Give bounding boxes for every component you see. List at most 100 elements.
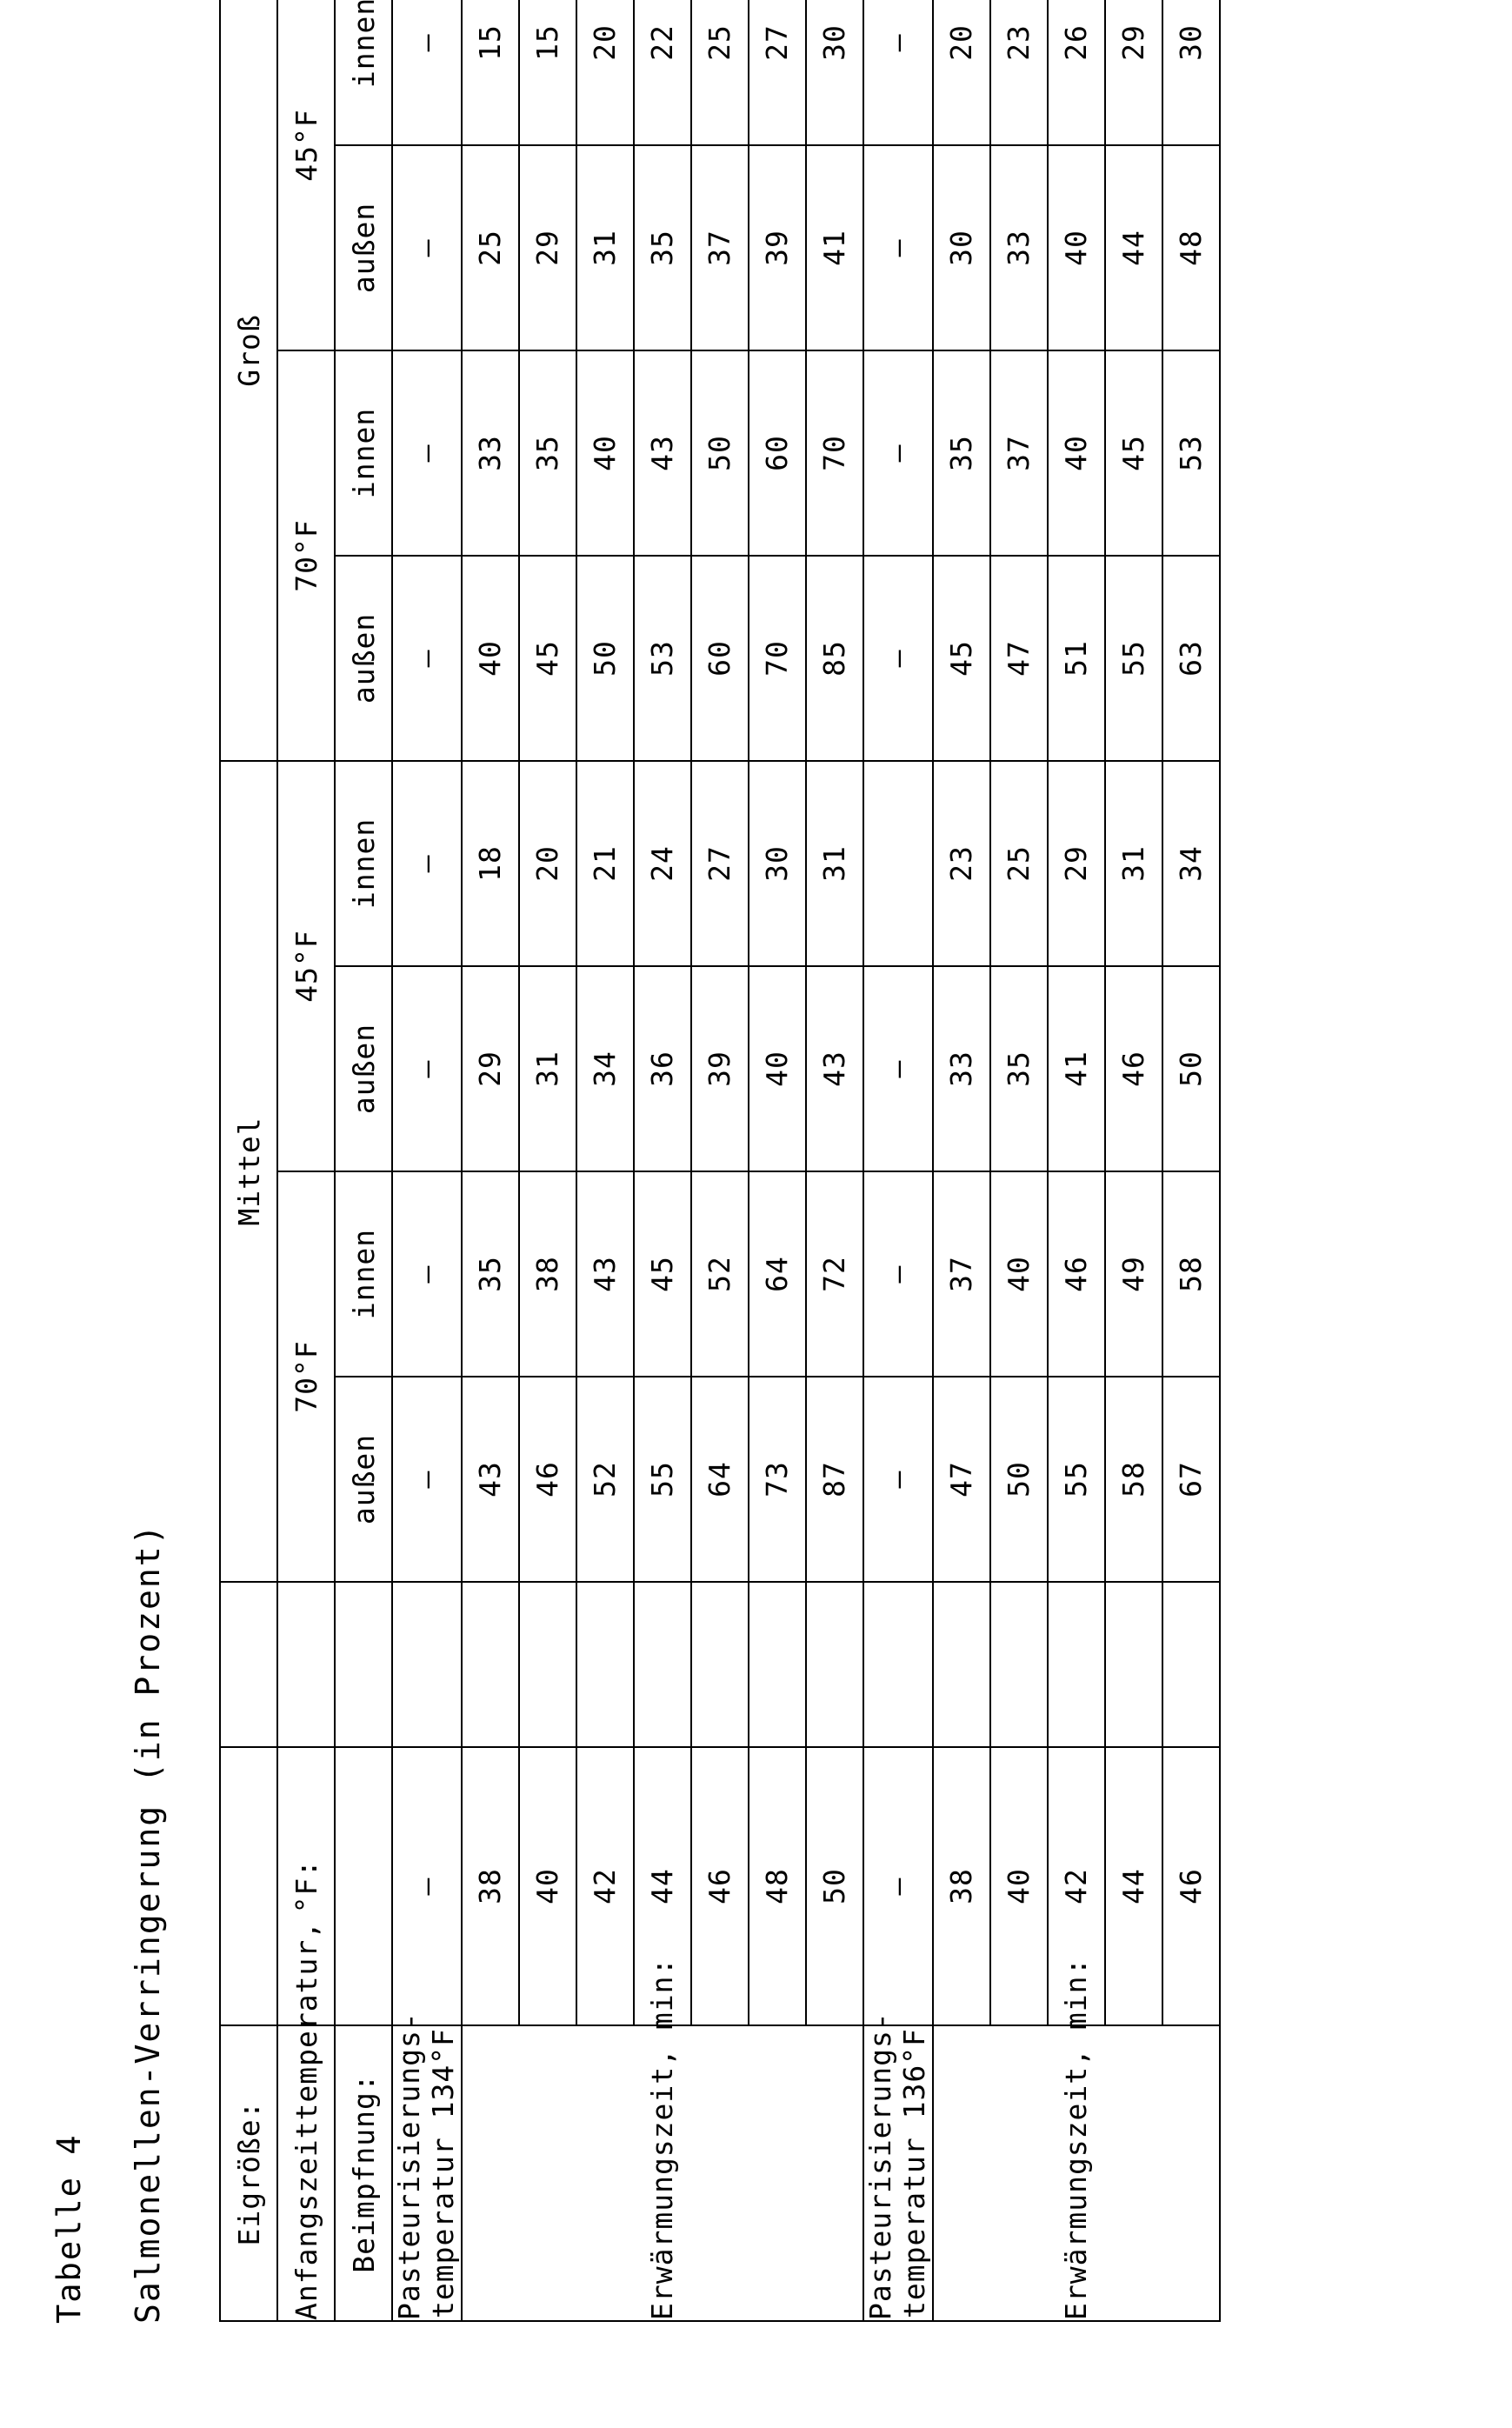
- rotated-page-stage: Tabelle 4 Salmonellen-Verringerung (in P…: [0, 0, 1512, 2428]
- col-gross-70-aussen: außen: [335, 556, 392, 761]
- cell-value: 52: [691, 1171, 749, 1377]
- col-gross-45-aussen: außen: [335, 145, 392, 350]
- salmonella-reduction-table: Eigröße: Mittel Groß Anfangszeittemperat…: [219, 0, 1221, 2322]
- cell-value: 73: [749, 1377, 806, 1582]
- past136-line2: temperatur 136°F: [898, 2026, 932, 2320]
- time-value: 40: [990, 1747, 1048, 2025]
- time-value: 40: [519, 1747, 576, 2025]
- cell-value: 44: [1105, 145, 1162, 350]
- gutter-cell: [1048, 1582, 1105, 1747]
- cell-value: 41: [1048, 966, 1105, 1171]
- gutter-cell: [933, 1582, 990, 1747]
- cell-value: 58: [1105, 1377, 1162, 1582]
- cell-value: 49: [1105, 1171, 1162, 1377]
- header-blank-2: [220, 1582, 277, 1747]
- cell-value: 27: [749, 0, 806, 145]
- cell-value: 40: [576, 350, 634, 556]
- col-mittel-45-aussen: außen: [335, 966, 392, 1171]
- cell-value: 20: [519, 761, 576, 966]
- cell-value: 55: [1048, 1377, 1105, 1582]
- cell-value: 48: [1162, 145, 1220, 350]
- cell-value: 30: [749, 761, 806, 966]
- cell-value: 47: [933, 1377, 990, 1582]
- table-row: 48 73 64 40 30 70 60 39 27: [749, 0, 806, 2321]
- cell-value: 60: [691, 556, 749, 761]
- cell-value: 31: [806, 761, 863, 966]
- block134-dash-c5: –: [392, 350, 462, 556]
- past136-line1: Pasteurisierungs-: [863, 2011, 897, 2320]
- cell-value: 37: [691, 145, 749, 350]
- past134-line2: temperatur 134°F: [427, 2026, 461, 2320]
- block136-dash-c7: –: [863, 0, 933, 145]
- table-row: 46 64 52 39 27 60 50 37 25: [691, 0, 749, 2321]
- col-gross-45-innen: innen: [335, 0, 392, 145]
- temp-group-mittel-45: 45°F: [277, 761, 335, 1171]
- cell-value: 64: [749, 1171, 806, 1377]
- time-value: 44: [1105, 1747, 1162, 2025]
- cell-value: 63: [1162, 556, 1220, 761]
- cell-value: 35: [990, 966, 1048, 1171]
- cell-value: 60: [749, 350, 806, 556]
- cell-value: 31: [576, 145, 634, 350]
- table-row: 40 46 38 31 20 45 35 29 15: [519, 0, 576, 2321]
- cell-value: 43: [462, 1377, 519, 1582]
- block136-dash-c6: –: [863, 145, 933, 350]
- cell-value: 50: [990, 1377, 1048, 1582]
- cell-value: 37: [933, 1171, 990, 1377]
- row-label-erwaermung-1: Erwärmungszeit, min:: [462, 2025, 863, 2321]
- cell-value: 25: [691, 0, 749, 145]
- col-mittel-70-innen: innen: [335, 1171, 392, 1377]
- cell-value: 53: [1162, 350, 1220, 556]
- block134-dash-c7: –: [392, 0, 462, 145]
- cell-value: 26: [1048, 0, 1105, 145]
- cell-value: 20: [933, 0, 990, 145]
- cell-value: 27: [691, 761, 749, 966]
- block136-blank: [863, 1582, 933, 1747]
- cell-value: 70: [749, 556, 806, 761]
- block136-dash-c4: –: [863, 556, 933, 761]
- cell-value: 40: [749, 966, 806, 1171]
- header-blank-4: [335, 1747, 392, 2025]
- cell-value: 33: [990, 145, 1048, 350]
- block134-blank: [392, 1582, 462, 1747]
- cell-value: 46: [1048, 1171, 1105, 1377]
- block136-dash-c2: –: [863, 966, 933, 1171]
- header-row-position: Beimpfnung: außen innen außen innen auße…: [335, 0, 392, 2321]
- block134-dash-c3: –: [392, 761, 462, 966]
- row-label-eigroesse: Eigröße:: [220, 2025, 277, 2321]
- cell-value: 45: [634, 1171, 691, 1377]
- time-value: 42: [576, 1747, 634, 2025]
- row-label-past134: Pasteurisierungs- temperatur 134°F: [392, 2025, 462, 2321]
- row-label-erwaermung-2: Erwärmungszeit, min:: [933, 2025, 1220, 2321]
- block134-dash-unit: –: [392, 1747, 462, 2025]
- col-mittel-45-innen: innen: [335, 761, 392, 966]
- cell-value: 35: [933, 350, 990, 556]
- cell-value: 45: [519, 556, 576, 761]
- cell-value: 55: [634, 1377, 691, 1582]
- cell-value: 41: [806, 145, 863, 350]
- cell-value: 50: [576, 556, 634, 761]
- cell-value: 15: [519, 0, 576, 145]
- row-label-beimpfung: Beimpfnung:: [335, 2025, 392, 2321]
- cell-value: 47: [990, 556, 1048, 761]
- cell-value: 55: [1105, 556, 1162, 761]
- time-value: 38: [933, 1747, 990, 2025]
- table-number-caption: Tabelle 4: [50, 2134, 88, 2324]
- cell-value: 43: [576, 1171, 634, 1377]
- cell-value: 29: [462, 966, 519, 1171]
- block136-dash-c1: –: [863, 1171, 933, 1377]
- block134-dash-c1: –: [392, 1171, 462, 1377]
- size-group-gross: Groß: [220, 0, 277, 761]
- table-row: 40 50 40 35 25 47 37 33 23: [990, 0, 1048, 2321]
- cell-value: 43: [634, 350, 691, 556]
- cell-value: 29: [519, 145, 576, 350]
- cell-value: 58: [1162, 1171, 1220, 1377]
- gutter-cell: [634, 1582, 691, 1747]
- table-row: 44 58 49 46 31 55 45 44 29: [1105, 0, 1162, 2321]
- time-value: 48: [749, 1747, 806, 2025]
- cell-value: 46: [519, 1377, 576, 1582]
- header-blank-1: [220, 1747, 277, 2025]
- block134-dash-c2: –: [392, 966, 462, 1171]
- time-value: 46: [1162, 1747, 1220, 2025]
- block136-dash-c3: [863, 761, 933, 966]
